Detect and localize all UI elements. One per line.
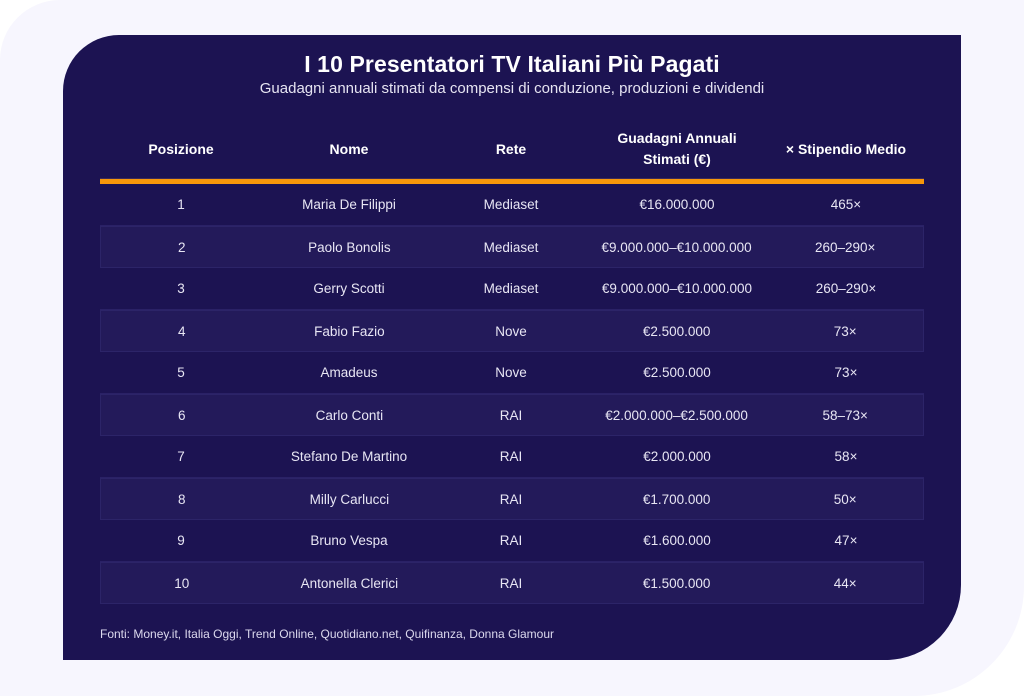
table-row: 4 Fabio Fazio Nove €2.500.000 73× — [100, 310, 924, 352]
table-header: Posizione Nome Rete Guadagni Annuali Sti… — [100, 120, 924, 178]
table-row: 7 Stefano De Martino RAI €2.000.000 58× — [100, 436, 924, 478]
ranking-table: Posizione Nome Rete Guadagni Annuali Sti… — [100, 120, 924, 604]
cell-name: Paolo Bonolis — [308, 239, 391, 255]
cell-multiple: 58–73× — [822, 407, 868, 423]
table-row: 2 Paolo Bonolis Mediaset €9.000.000–€10.… — [100, 226, 924, 268]
cell-position: 3 — [177, 281, 185, 296]
cell-position: 8 — [178, 491, 186, 507]
cell-earnings: €2.000.000–€2.500.000 — [605, 407, 748, 423]
cell-earnings: €1.700.000 — [642, 491, 711, 507]
table-row: 5 Amadeus Nove €2.500.000 73× — [100, 352, 924, 394]
cell-position: 4 — [178, 323, 186, 339]
cell-position: 7 — [177, 449, 185, 464]
cell-network: Nove — [495, 323, 527, 339]
cell-position: 10 — [174, 575, 190, 591]
cell-multiple: 47× — [834, 533, 858, 548]
header-accent-bar — [100, 178, 924, 184]
cell-network: RAI — [499, 491, 523, 507]
cell-name: Fabio Fazio — [314, 323, 385, 339]
sources-footnote: Fonti: Money.it, Italia Oggi, Trend Onli… — [100, 627, 555, 641]
cell-position: 5 — [177, 365, 185, 380]
cell-network: Nove — [495, 365, 527, 380]
table-row: 3 Gerry Scotti Mediaset €9.000.000–€10.0… — [100, 268, 924, 310]
page-subtitle: Guadagni annuali stimati da compensi di … — [259, 80, 765, 97]
cell-earnings: €9.000.000–€10.000.000 — [601, 239, 752, 255]
table-row: 10 Antonella Clerici RAI €1.500.000 44× — [100, 562, 924, 604]
cell-multiple: 58× — [834, 449, 858, 464]
cell-earnings: €2.000.000 — [643, 449, 711, 464]
column-header-network: Rete — [495, 140, 527, 157]
cell-name: Milly Carlucci — [309, 491, 390, 507]
cell-multiple: 465× — [830, 197, 862, 212]
cell-earnings: €2.500.000 — [643, 365, 711, 380]
table-row: 6 Carlo Conti RAI €2.000.000–€2.500.000 … — [100, 394, 924, 436]
cell-network: RAI — [499, 533, 523, 548]
cell-earnings: €1.500.000 — [642, 575, 711, 591]
cell-position: 2 — [178, 239, 186, 255]
cell-name: Maria De Filippi — [302, 197, 396, 212]
cell-name: Bruno Vespa — [310, 533, 388, 548]
cell-earnings: €16.000.000 — [639, 197, 715, 212]
cell-name: Antonella Clerici — [300, 575, 399, 591]
infographic-card: I 10 Presentatori TV Italiani Più Pagati… — [63, 35, 961, 660]
table-row: 9 Bruno Vespa RAI €1.600.000 47× — [100, 520, 924, 562]
cell-network: Mediaset — [483, 239, 539, 255]
cell-multiple: 44× — [833, 575, 857, 591]
cell-multiple: 260–290× — [815, 281, 877, 296]
cell-name: Stefano De Martino — [290, 449, 408, 464]
cell-earnings: €9.000.000–€10.000.000 — [601, 281, 753, 296]
table-row: 8 Milly Carlucci RAI €1.700.000 50× — [100, 478, 924, 520]
cell-network: RAI — [499, 407, 523, 423]
cell-multiple: 50× — [833, 491, 857, 507]
cell-multiple: 73× — [834, 365, 858, 380]
cell-position: 1 — [177, 197, 185, 212]
cell-network: Mediaset — [483, 197, 539, 212]
cell-multiple: 260–290× — [814, 239, 876, 255]
column-header-salary-multiple: × Stipendio Medio — [785, 140, 907, 157]
cell-name: Amadeus — [320, 365, 378, 380]
cell-network: RAI — [499, 575, 523, 591]
table-row: 1 Maria De Filippi Mediaset €16.000.000 … — [100, 184, 924, 226]
cell-earnings: €1.600.000 — [643, 533, 711, 548]
cell-network: Mediaset — [483, 281, 539, 296]
cell-name: Gerry Scotti — [313, 281, 385, 296]
column-header-position: Posizione — [148, 140, 214, 157]
cell-earnings: €2.500.000 — [642, 323, 711, 339]
cell-position: 9 — [177, 533, 185, 548]
column-header-earnings: Guadagni Annuali Stimati (€) — [617, 130, 737, 167]
cell-network: RAI — [499, 449, 523, 464]
cell-name: Carlo Conti — [315, 407, 384, 423]
page-title: I 10 Presentatori TV Italiani Più Pagati — [304, 51, 720, 77]
column-header-name: Nome — [329, 140, 369, 157]
cell-multiple: 73× — [833, 323, 857, 339]
cell-position: 6 — [178, 407, 186, 423]
